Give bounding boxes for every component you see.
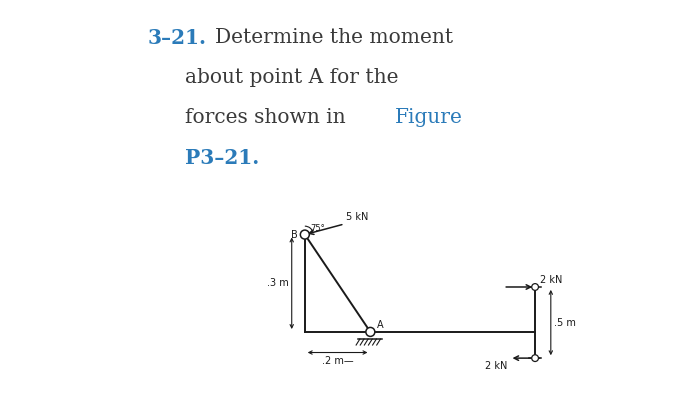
Text: B: B [291,230,298,240]
Text: 75°: 75° [310,224,326,233]
Text: A: A [377,320,384,330]
Text: .2 m—: .2 m— [322,356,354,366]
Text: .5 m: .5 m [554,318,575,327]
Text: forces shown in: forces shown in [185,108,352,127]
Text: about point A for the: about point A for the [185,68,398,87]
Circle shape [532,355,538,362]
Text: 5 kN: 5 kN [346,212,369,222]
Circle shape [366,327,375,337]
Text: 2 kN: 2 kN [540,276,562,286]
Circle shape [300,230,309,239]
Text: Figure: Figure [395,108,463,127]
Text: Determine the moment: Determine the moment [215,28,453,47]
Text: .3 m: .3 m [267,278,288,288]
Text: P3–21.: P3–21. [185,148,259,168]
Text: 3–21.: 3–21. [148,28,207,48]
Text: 2 kN: 2 kN [485,361,508,371]
Circle shape [532,284,538,290]
